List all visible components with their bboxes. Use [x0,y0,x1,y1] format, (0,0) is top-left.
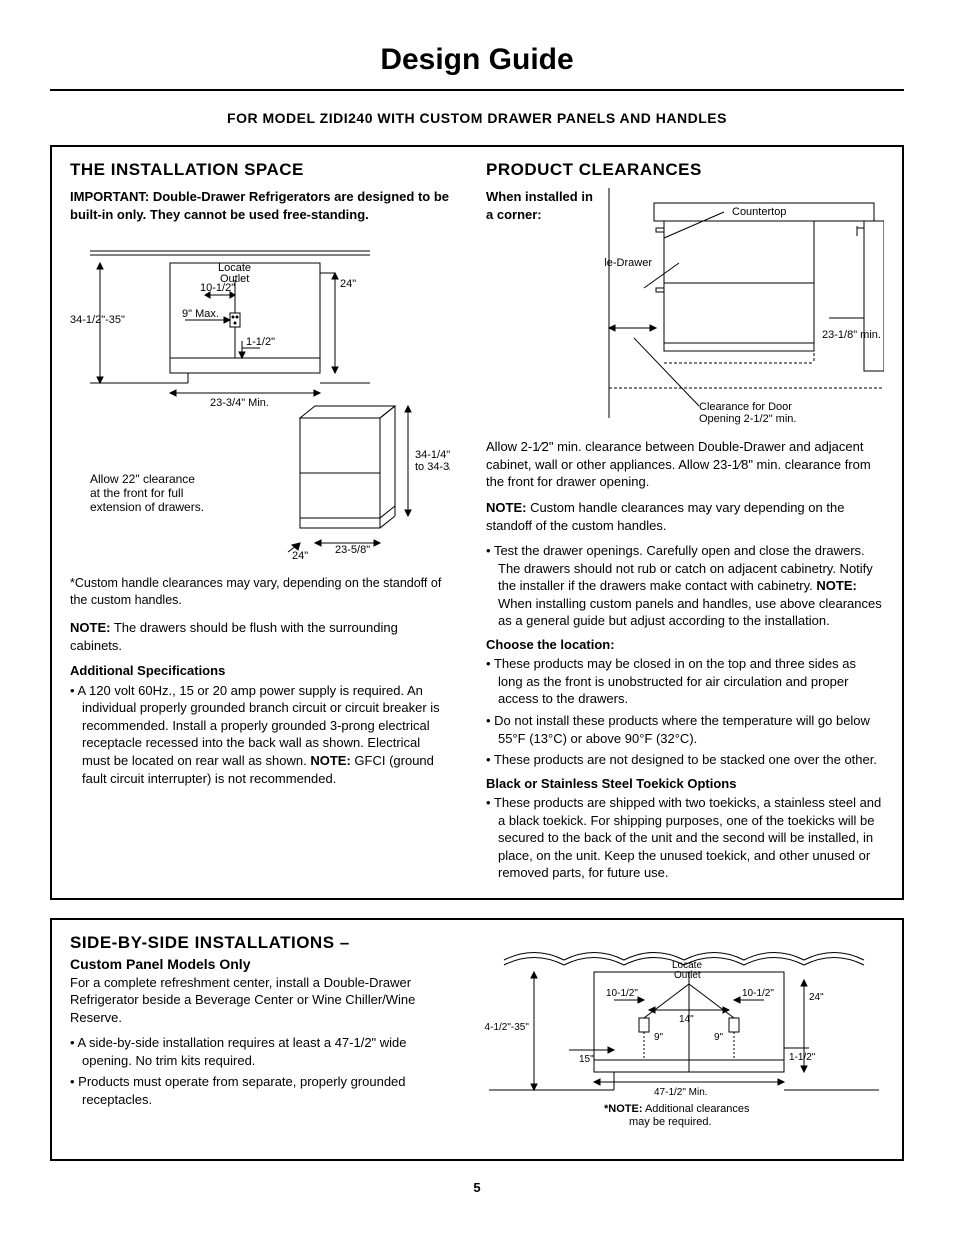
label-23-34: 23-3/4" Min. [210,397,269,409]
svg-text:extension of drawers.: extension of drawers. [90,500,204,514]
addspec-bullet: A 120 volt 60Hz., 15 or 20 amp power sup… [70,682,450,787]
installation-diagram: Locate Outlet 10-1/2" 24" 34-1/2"-35" 9"… [70,233,450,563]
sbs-subheading: Custom Panel Models Only [70,955,448,974]
sbs-15: 15" [579,1054,594,1065]
label-9max: 9" Max. [182,308,219,320]
label-clearance-door: Clearance for Door [699,401,792,413]
sbs-text-column: SIDE-BY-SIDE INSTALLATIONS – Custom Pane… [52,932,466,1147]
sbs-1-12: 1-1/2" [789,1052,816,1063]
label-24b: 24" [292,550,308,562]
clearances-note1: NOTE: Custom handle clearances may vary … [486,499,884,534]
svg-text:Outlet: Outlet [674,970,701,981]
clearances-heading: PRODUCT CLEARANCES [486,159,884,182]
label-23-58: 23-5/8" [335,544,370,556]
svg-text:*NOTE: Additional clearances: *NOTE: Additional clearances [604,1103,750,1115]
sbs-heading: SIDE-BY-SIDE INSTALLATIONS – [70,932,448,955]
label-34-14: 34-1/4" [415,449,450,461]
sbs-10-12b: 10-1/2" [742,988,774,999]
clearances-diagram: Countertop Double-Drawer 23-1/8" min. Cl… [604,188,884,438]
installation-heading: THE INSTALLATION SPACE [70,159,450,182]
sbs-24: 24" [809,992,824,1003]
toekick-heading: Black or Stainless Steel Toekick Options [486,775,884,793]
sbs-diagram-column: Locate Outlet 10-1/2" 10-1/2" 14" 24" 34… [466,932,902,1147]
label-10-12: 10-1/2" [200,282,235,294]
sbs-9a: 9" [654,1032,664,1043]
svg-text:to 34-3/4": to 34-3/4" [415,461,450,473]
installation-footnote: *Custom handle clearances may vary, depe… [70,575,450,609]
sbs-9b: 9" [714,1032,724,1043]
label-24: 24" [340,278,356,290]
sbs-34: 34-1/2"-35" [484,1022,529,1033]
sbs-diagram: Locate Outlet 10-1/2" 10-1/2" 14" 24" 34… [484,940,884,1135]
label-1-12: 1-1/2" [246,336,275,348]
clearances-column: PRODUCT CLEARANCES When installed in a c… [468,159,902,886]
label-34-12-35: 34-1/2"-35" [70,314,125,326]
svg-text:may be required.: may be required. [629,1116,712,1128]
note-text: The drawers should be flush with the sur… [70,620,398,653]
sbs-b1: A side-by-side installation requires at … [70,1034,448,1069]
installation-note: NOTE: The drawers should be flush with t… [70,619,450,654]
choose-b2: Do not install these products where the … [486,712,884,747]
toekick-b1: These products are shipped with two toek… [486,794,884,882]
sbs-10-12a: 10-1/2" [606,988,638,999]
installation-column: THE INSTALLATION SPACE IMPORTANT: Double… [52,159,468,886]
sbs-47-12: 47-1/2" Min. [654,1087,708,1098]
choose-heading: Choose the location: [486,636,884,654]
sbs-b2: Products must operate from separate, pro… [70,1073,448,1108]
important-label: IMPORTANT: [70,189,149,204]
sbs-para: For a complete refreshment center, insta… [70,974,448,1027]
model-line: FOR MODEL ZIDI240 WITH CUSTOM DRAWER PAN… [50,109,904,128]
main-box: THE INSTALLATION SPACE IMPORTANT: Double… [50,145,904,900]
label-23-18: 23-1/8" min. [822,329,881,341]
addspec-heading: Additional Specifications [70,662,450,680]
label-double-drawer: Double-Drawer [604,257,652,269]
choose-b3: These products are not designed to be st… [486,751,884,769]
sbs-14: 14" [679,1014,694,1025]
page-number: 5 [50,1179,904,1197]
note-label: NOTE: [70,620,110,635]
label-countertop: Countertop [732,206,786,218]
svg-text:Opening 2-1/2" min.: Opening 2-1/2" min. [699,413,796,425]
installation-important: IMPORTANT: Double-Drawer Refrigerators a… [70,188,450,223]
when-installed: When installed in a corner: [486,188,596,223]
label-allow22: Allow 22" clearance [90,472,195,486]
svg-text:at the front for full: at the front for full [90,486,183,500]
clearances-para1: Allow 2-1⁄2" min. clearance between Doub… [486,438,884,491]
choose-b1: These products may be closed in on the t… [486,655,884,708]
sbs-box: SIDE-BY-SIDE INSTALLATIONS – Custom Pane… [50,918,904,1161]
page-title: Design Guide [50,40,904,91]
clearances-bullet-test: Test the drawer openings. Carefully open… [486,542,884,630]
